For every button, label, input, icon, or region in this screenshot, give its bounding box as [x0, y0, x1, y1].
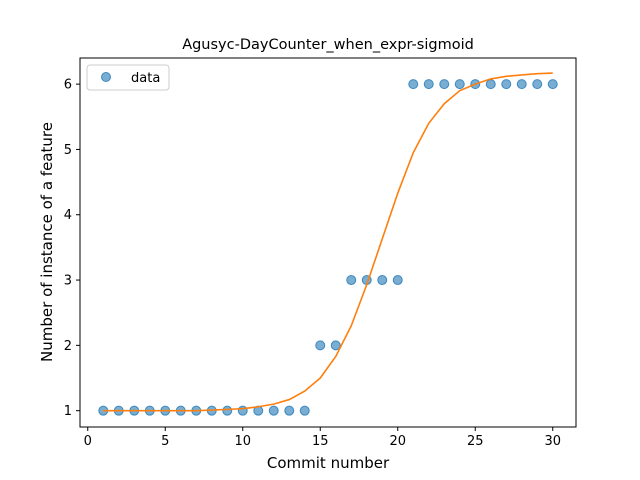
legend-label-data: data: [131, 71, 160, 86]
data-point: [532, 79, 543, 90]
data-point: [485, 79, 496, 90]
y-tick-label: 6: [64, 78, 72, 93]
x-tick-label: 15: [312, 434, 329, 449]
x-axis-label: Commit number: [267, 454, 390, 472]
data-point: [284, 405, 295, 416]
data-point: [516, 79, 527, 90]
data-point: [392, 275, 403, 286]
x-tick-label: 25: [467, 434, 484, 449]
data-point: [315, 340, 326, 351]
plot-area: [98, 72, 558, 416]
data-point: [547, 79, 558, 90]
legend-marker: [101, 72, 111, 82]
data-point: [408, 79, 419, 90]
y-tick-label: 2: [64, 339, 72, 354]
y-axis: 1 2 3 4 5 6: [64, 78, 80, 419]
x-axis: 0 5 10 15 20 25 30: [84, 427, 561, 449]
x-tick-label: 0: [84, 434, 92, 449]
data-point: [377, 275, 388, 286]
y-tick-label: 3: [64, 274, 72, 289]
data-point: [501, 79, 512, 90]
data-point: [330, 340, 341, 351]
data-point: [222, 405, 233, 416]
data-point: [268, 405, 279, 416]
data-point: [423, 79, 434, 90]
x-tick-label: 20: [389, 434, 406, 449]
sigmoid-fit-line: [103, 72, 553, 412]
x-tick-label: 30: [544, 434, 561, 449]
plot-frame: [79, 57, 577, 428]
y-axis-label: Number of instance of a feature: [38, 122, 56, 362]
chart-title: Agusyc-DayCounter_when_expr-sigmoid: [182, 37, 474, 53]
legend: data: [86, 64, 170, 91]
y-tick-label: 1: [64, 404, 72, 419]
legend-box: [86, 64, 170, 91]
data-point: [346, 275, 357, 286]
data-point: [299, 405, 310, 416]
data-point: [454, 79, 465, 90]
y-tick-label: 4: [64, 208, 72, 223]
x-tick-label: 5: [161, 434, 169, 449]
y-tick-label: 5: [64, 143, 72, 158]
data-point: [439, 79, 450, 90]
x-tick-label: 10: [234, 434, 251, 449]
